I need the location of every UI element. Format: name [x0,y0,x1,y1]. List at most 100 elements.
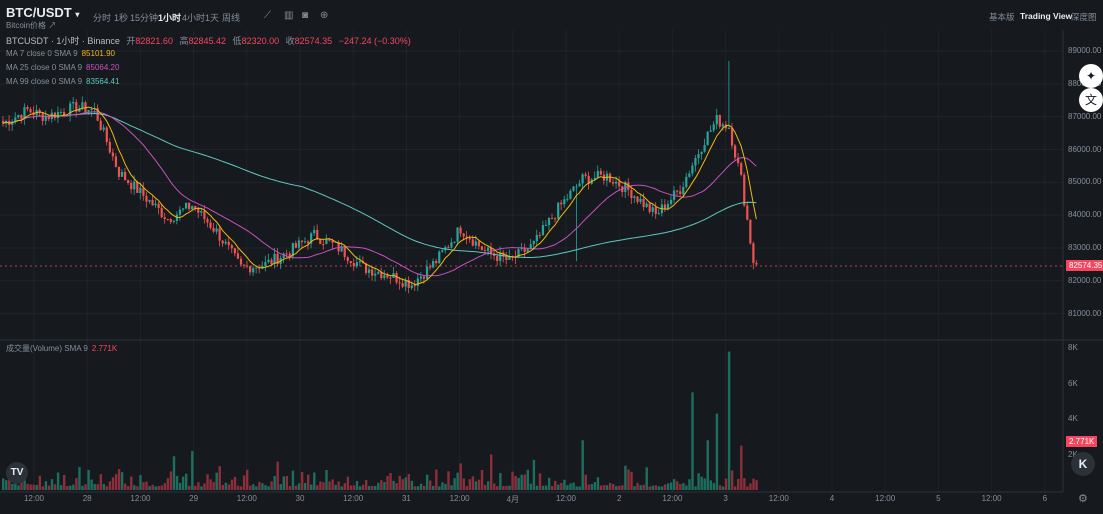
tab-timeframe-1d[interactable]: 1天 [205,13,220,23]
volume-bar [35,484,38,490]
candle-body [154,203,157,206]
volume-bar [56,472,60,490]
volume-bar [538,473,542,490]
volume-bar [142,482,145,490]
settings-icon[interactable]: ⚙ [1078,493,1088,505]
time-axis-label: 4 [829,494,835,503]
translate-icon[interactable]: 文 [1079,88,1103,112]
price-axis-label: 83000.00 [1068,242,1102,252]
candle-body [136,181,139,193]
time-axis-label: 12:00 [981,494,1002,503]
volume-bar [526,469,529,490]
tab-timeframe-4h[interactable]: 4小时 [182,13,206,23]
volume-bar [361,484,365,490]
volume-bar [236,485,240,490]
candle-body [230,245,233,249]
symbol-selector[interactable]: BTC/USDT ▾ [6,5,79,20]
candle-body [157,203,160,208]
time-axis-label: 6 [1042,494,1048,503]
indicator-icon[interactable]: ⟋ [264,10,271,21]
volume-bar [612,484,615,490]
volume-bar [169,471,173,490]
volume-bar [160,485,163,490]
candle-body [386,275,389,278]
symbol-subtitle-link[interactable]: Bitcoin价格 ↗ [6,21,57,30]
volume-bar [63,474,66,490]
price-axis-label: 84000.00 [1068,210,1102,220]
tradingview-logo[interactable]: TV [6,462,28,484]
volume-bar [422,485,426,490]
candle-body [724,124,728,129]
candle-body [569,190,572,199]
tab-timeframe-1s[interactable]: 1秒 [114,13,129,23]
candle-body [20,115,23,119]
time-axis-label: 3 [723,494,728,503]
legend-ma7-value: 85101.90 [81,49,115,58]
legend-ma7[interactable]: MA 7 close 0 SMA 9 85101.90 [6,49,115,58]
chart-grid [0,30,1063,492]
volume-axis-label: 4K [1068,414,1078,423]
candle-body [422,276,426,279]
add-icon[interactable]: ⊕ [320,10,329,21]
volume-bar [255,486,258,490]
legend-volume[interactable]: 成交量(Volume) SMA 9 2.771K [6,343,117,354]
candle-body [523,248,526,252]
view-depth[interactable]: 深度图 [1071,12,1097,22]
candle-body [185,202,188,209]
volume-bar [486,481,490,490]
legend-change: −247.24 (−0.30%) [338,36,411,46]
candle-body [75,102,78,112]
legend-high: 82845.42 [188,36,227,46]
volume-bar [560,483,563,490]
time-axis-label: 12:00 [449,494,470,503]
volume-bar [331,479,334,490]
candle-body [105,127,108,143]
candle-body [468,237,471,240]
candle-body [639,198,642,202]
volume-bar [633,486,636,490]
candle-body [483,249,487,251]
volume-bar [374,486,377,490]
volume-bar [691,392,694,490]
candlestick-chart[interactable] [0,30,1103,514]
candle-body [44,116,47,121]
candle-body [17,115,20,118]
view-basic[interactable]: 基本版 [989,12,1015,22]
ma99-line [2,112,757,258]
volume-bar [636,482,639,490]
sparkle-icon[interactable]: ✦ [1079,64,1103,88]
volume-axis-label: 8K [1068,343,1078,352]
candle-body [560,202,563,205]
volume-bar [114,474,118,490]
volume-bar [551,486,554,490]
legend-ma25[interactable]: MA 25 close 0 SMA 9 85064.20 [6,63,119,72]
volume-bar [737,478,740,490]
candle-body [242,264,246,266]
current-price-tag: 82574.35 [1066,260,1103,271]
candle-body [419,276,423,279]
volume-bar [456,472,459,490]
tab-timeframe-15m[interactable]: 15分钟 [130,13,159,23]
tab-timeframe-1w[interactable]: 周线 [222,13,241,23]
volume-bar [267,486,270,490]
volume-bar [572,482,575,490]
camera-icon[interactable]: ◙ [302,10,309,21]
legend-open-label: 开 [126,36,136,46]
legend-ma99[interactable]: MA 99 close 0 SMA 9 83564.41 [6,77,119,86]
k-logo[interactable]: K [1071,452,1095,476]
tab-timeframe-1h[interactable]: 1小时 [158,13,182,23]
candle-body [206,219,209,223]
chart-type-icon[interactable]: ▥ [284,10,294,21]
view-tradingview[interactable]: Trading View [1020,11,1073,21]
candle-body [2,120,5,124]
volume-bar [96,484,99,490]
candle-body [657,213,660,215]
tab-timeframe-tick[interactable]: 分时 [93,13,112,23]
time-axis-label: 12:00 [555,494,577,503]
volume-bar [75,478,78,490]
volume-axis-label: 2K [1068,449,1078,459]
volume-bar [435,469,438,490]
volume-bar [93,484,96,490]
candle-body [456,227,459,242]
candle-body [355,262,358,267]
